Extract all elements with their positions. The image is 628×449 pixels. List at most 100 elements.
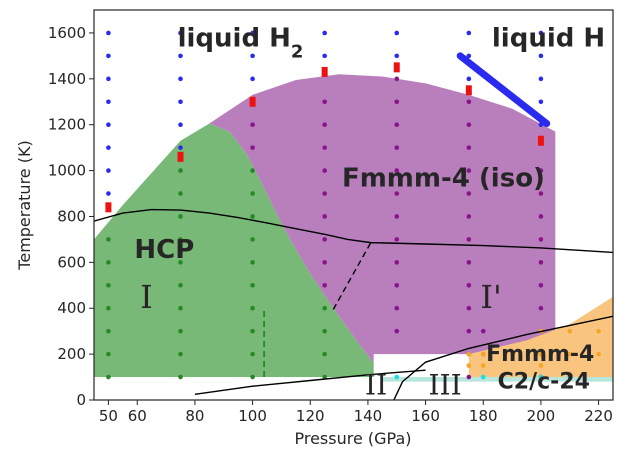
- y-axis-ticks: 0 200 400 600 800 1000 1200 1400 1600: [48, 24, 94, 409]
- data-point-green: [178, 328, 183, 334]
- data-point-blue: [538, 53, 544, 59]
- c2c24-label: C2/c-24: [498, 370, 590, 395]
- data-point-blue: [466, 76, 472, 82]
- roman-i-prime-label: I': [480, 278, 501, 316]
- data-point-purple: [394, 260, 400, 265]
- data-point-blue: [250, 30, 255, 36]
- liquid-h-label: liquid H: [492, 24, 605, 54]
- y-tick-label: 200: [57, 345, 86, 363]
- y-tick-label: 1000: [48, 162, 86, 180]
- line-dashed-i-to-iprime: [332, 242, 372, 310]
- data-point-green: [250, 237, 255, 242]
- x-tick-label: 160: [411, 407, 440, 425]
- data-point-blue: [178, 145, 183, 150]
- data-point-orange: [480, 351, 486, 357]
- data-point-green: [178, 305, 183, 311]
- data-point-green: [250, 374, 255, 380]
- data-point-green: [250, 282, 255, 288]
- liquid-h2-label: liquid H2: [178, 24, 304, 63]
- data-point-green: [322, 351, 327, 357]
- plot-frame: [93, 9, 614, 401]
- x-axis-title: Pressure (GPa): [294, 429, 411, 448]
- data-point-blue: [250, 53, 255, 59]
- data-point-blue: [106, 122, 111, 128]
- data-point-purple: [394, 282, 400, 288]
- data-point-red: [321, 66, 328, 77]
- data-point-blue: [178, 99, 183, 105]
- data-point-blue: [106, 30, 111, 36]
- data-point-purple: [394, 214, 400, 219]
- data-point-green: [178, 191, 183, 196]
- data-point-red: [177, 151, 184, 162]
- data-point-purple: [322, 260, 327, 265]
- data-point-purple: [322, 168, 327, 173]
- data-point-purple: [466, 99, 472, 105]
- data-point-blue: [322, 53, 327, 59]
- x-tick-label: 50: [99, 407, 118, 425]
- phase-boundaries: [94, 52, 613, 400]
- roman-ii-label: II: [365, 368, 387, 401]
- x-tick-label: 220: [584, 407, 613, 425]
- line-boundary-ii-iii-diagonal: [393, 315, 613, 400]
- data-point-green: [178, 260, 183, 265]
- data-point-green: [250, 328, 255, 334]
- data-point-blue: [178, 53, 183, 59]
- data-point-blue: [394, 53, 400, 59]
- data-point-green: [178, 168, 183, 173]
- data-point-blue: [538, 30, 544, 36]
- data-point-red: [393, 62, 400, 73]
- data-point-blue: [538, 99, 544, 105]
- y-tick-label: 600: [57, 253, 86, 271]
- data-point-green: [250, 168, 255, 173]
- data-point-green: [250, 260, 255, 265]
- data-point-green: [106, 237, 111, 242]
- data-point-blue: [178, 76, 183, 82]
- data-point-purple: [466, 237, 472, 242]
- data-point-purple: [322, 237, 327, 242]
- data-point-blue: [322, 30, 327, 36]
- data-point-blue: [178, 30, 183, 36]
- data-point-purple: [394, 122, 400, 128]
- data-point-orange: [596, 351, 601, 357]
- data-point-purple: [466, 191, 472, 196]
- data-point-purple: [394, 168, 400, 173]
- data-point-cyan: [538, 374, 544, 380]
- data-point-purple: [394, 145, 400, 150]
- data-point-green: [178, 351, 183, 357]
- data-point-purple: [538, 214, 544, 219]
- line-liquid-h-thick: [456, 52, 551, 128]
- data-point-purple: [322, 122, 327, 128]
- data-point-purple: [538, 168, 544, 173]
- data-point-blue: [466, 53, 472, 59]
- data-point-purple: [466, 214, 472, 219]
- data-point-blue: [538, 76, 544, 82]
- data-point-purple: [538, 305, 544, 311]
- data-point-green: [106, 374, 111, 380]
- data-point-purple: [538, 191, 544, 196]
- data-point-orange: [538, 351, 544, 357]
- data-point-green: [178, 237, 183, 242]
- data-point-purple: [466, 305, 472, 311]
- data-point-blue: [106, 76, 111, 82]
- data-point-green: [106, 305, 111, 311]
- x-axis-ticks: 50 60 80 100 120 140 160 180 200 220: [99, 400, 613, 425]
- data-point-green: [250, 305, 255, 311]
- data-point-purple: [394, 328, 400, 334]
- data-point-purple: [480, 328, 486, 334]
- roman-i-label: I: [140, 278, 153, 316]
- region-hcp: [94, 123, 374, 378]
- y-tick-label: 0: [76, 391, 86, 409]
- data-point-blue: [250, 76, 255, 82]
- data-point-green: [178, 282, 183, 288]
- data-point-cyan: [567, 374, 573, 380]
- line-melting-curve: [94, 208, 613, 254]
- data-point-blue: [106, 168, 111, 173]
- data-point-green: [106, 328, 111, 334]
- data-point-purple: [466, 168, 472, 173]
- data-point-purple: [466, 282, 472, 288]
- data-point-purple: [538, 237, 544, 242]
- data-point-green: [322, 305, 327, 311]
- data-point-purple: [466, 260, 472, 265]
- x-tick-label: 180: [469, 407, 498, 425]
